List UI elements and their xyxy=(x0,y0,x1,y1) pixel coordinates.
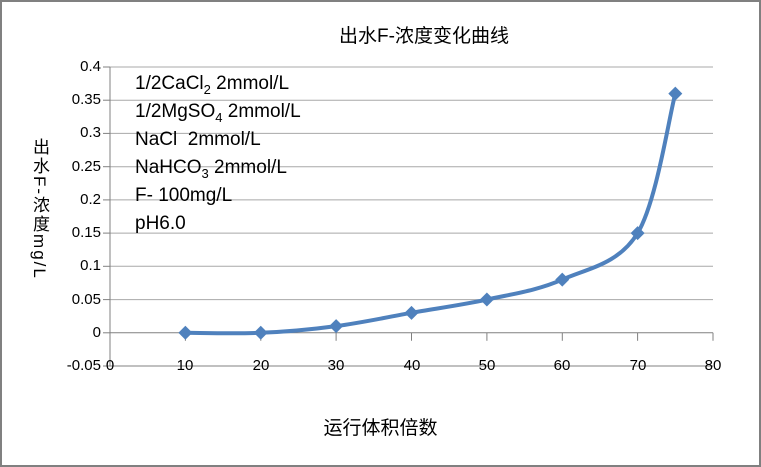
annotation-line: 1/2MgSO4 2mmol/L xyxy=(135,101,301,125)
x-tick-label: 30 xyxy=(327,357,345,374)
data-point-marker xyxy=(668,86,683,101)
x-tick-label: 60 xyxy=(553,357,571,374)
y-tick-label: 0.1 xyxy=(80,257,101,274)
x-tick-label: 80 xyxy=(704,357,722,374)
y-tick-label: 0.25 xyxy=(71,158,101,175)
x-axis-title: 运行体积倍数 xyxy=(323,418,438,439)
y-tick-label: 0.2 xyxy=(80,191,101,208)
x-tick-label: 70 xyxy=(629,357,647,374)
x-tick-label: 20 xyxy=(252,357,270,374)
x-tick-label: 0 xyxy=(105,357,115,374)
y-tick-label: 0.15 xyxy=(71,224,101,241)
annotation-block: 1/2CaCl2 2mmol/L 1/2MgSO4 2mmol/L NaCl 2mm… xyxy=(135,70,301,238)
y-tick-label: 0.05 xyxy=(71,291,101,308)
data-point-marker xyxy=(329,319,344,334)
x-tick-label: 50 xyxy=(478,357,496,374)
y-tick-label: -0.05 xyxy=(66,357,101,374)
chart-title: 出水F-浓度变化曲线 xyxy=(339,26,509,47)
y-tick-label: 0.3 xyxy=(80,124,101,141)
y-tick-label: 0 xyxy=(92,324,101,341)
y-tick-label: 0.4 xyxy=(80,58,101,75)
data-point-marker xyxy=(178,325,193,340)
annotation-line: NaHCO3 2mmol/L xyxy=(135,157,287,181)
x-tick-label: 10 xyxy=(176,357,194,374)
annotation-line: 1/2CaCl2 2mmol/L xyxy=(135,73,290,97)
data-point-marker xyxy=(555,272,570,287)
x-tick-label: 40 xyxy=(403,357,421,374)
data-point-marker xyxy=(404,305,419,320)
y-tick-label: 0.35 xyxy=(71,91,101,108)
annotation-line: F- 100mg/L xyxy=(135,185,233,206)
data-point-marker xyxy=(479,292,494,307)
data-point-marker xyxy=(253,325,268,340)
data-point-marker xyxy=(630,226,645,241)
annotation-line: NaCl 2mmol/L xyxy=(135,129,261,150)
y-axis-title: 出水F-浓度mg/L xyxy=(30,138,49,280)
annotation-line: pH6.0 xyxy=(135,213,186,234)
